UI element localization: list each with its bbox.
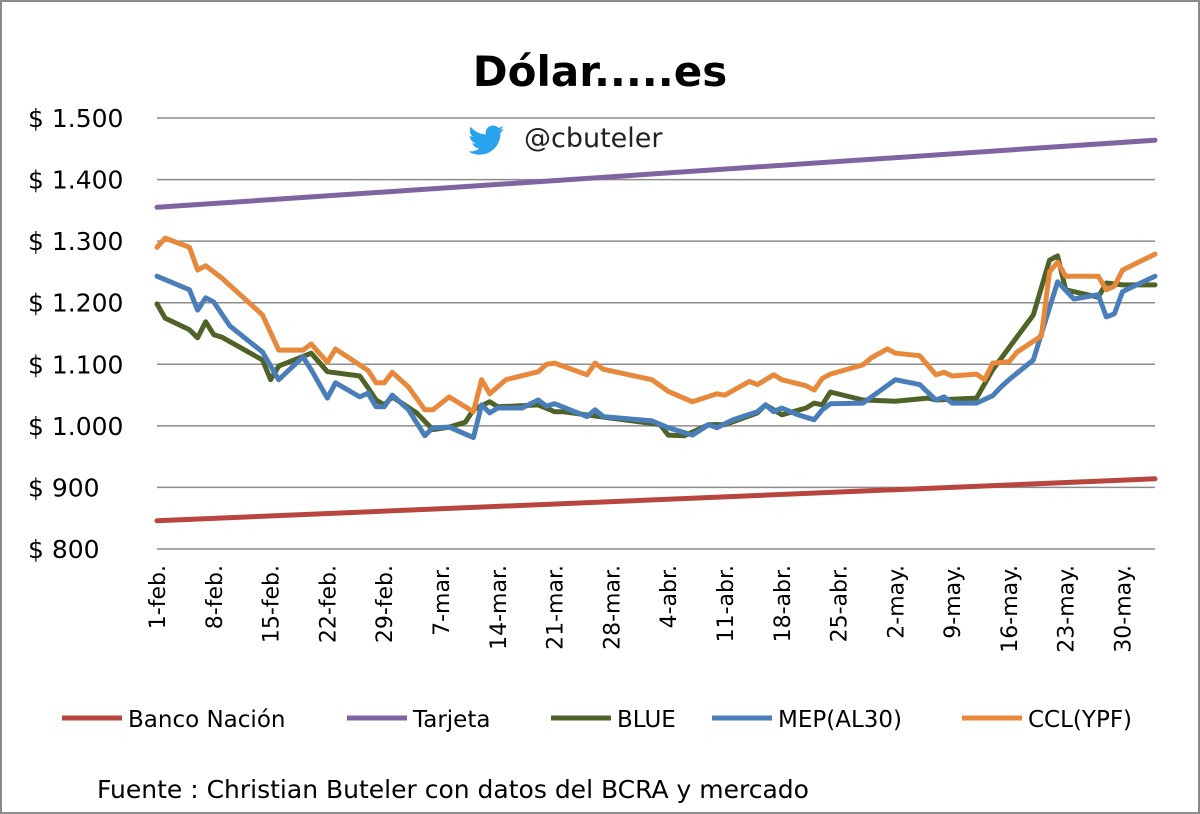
- x-tick-label: 8-feb.: [203, 565, 228, 629]
- source-note: Fuente : Christian Buteler con datos del…: [97, 775, 809, 804]
- x-tick-label: 21-mar.: [544, 565, 569, 650]
- x-tick-label: 28-mar.: [600, 565, 625, 650]
- y-tick-label: $ 1.500: [28, 104, 123, 133]
- y-axis: $ 800 $ 900 $ 1.000 $ 1.100 $ 1.200 $ 1.300 $ …: [28, 104, 123, 564]
- series-line-banco-naci-n: [154, 476, 1158, 524]
- x-tick-label: 16-may.: [998, 565, 1023, 653]
- y-tick-label: $ 800: [28, 535, 100, 564]
- x-tick-label: 18-abr.: [771, 565, 796, 642]
- chart-title: Dólar.....es: [473, 47, 727, 96]
- x-tick-label: 1-feb.: [146, 565, 171, 629]
- x-axis: 1-feb. 8-feb. 15-feb. 22-feb. 29-feb. 7-mar. 1…: [146, 565, 1137, 653]
- y-tick-label: $ 1.200: [28, 289, 123, 318]
- x-tick-label: 11-abr.: [714, 565, 739, 642]
- twitter-bird-icon: [468, 125, 504, 155]
- series-line-tarjeta: [154, 137, 1158, 210]
- y-tick-label: $ 1.100: [28, 350, 123, 379]
- x-tick-label: 29-feb.: [373, 565, 398, 643]
- x-tick-label: 25-abr.: [828, 565, 853, 642]
- x-tick-label: 4-abr.: [657, 565, 682, 628]
- x-tick-label: 2-may.: [884, 565, 909, 639]
- x-tick-label: 15-feb.: [260, 565, 285, 643]
- legend-item: CCL(YPF): [962, 707, 1132, 733]
- legend-label: MEP(AL30): [778, 707, 902, 733]
- y-tick-label: $ 1.000: [28, 412, 123, 441]
- x-tick-label: 14-mar.: [487, 565, 512, 650]
- x-tick-label: 7-mar.: [430, 565, 455, 636]
- y-tick-label: $ 900: [28, 473, 100, 502]
- legend-item: MEP(AL30): [712, 707, 902, 733]
- legend: Banco Nación Tarjeta BLUE MEP(AL30) CCL(YPF): [62, 707, 1132, 733]
- x-tick-label: 30-may.: [1112, 565, 1137, 653]
- x-tick-label: 23-may.: [1055, 565, 1080, 653]
- legend-item: Tarjeta: [347, 707, 490, 733]
- legend-label: BLUE: [617, 707, 676, 733]
- x-tick-label: 22-feb.: [316, 565, 341, 643]
- legend-label: CCL(YPF): [1028, 707, 1132, 733]
- series-line-mep-al30-: [154, 273, 1158, 441]
- y-tick-label: $ 1.300: [28, 227, 123, 256]
- legend-label: Banco Nación: [128, 707, 285, 733]
- legend-label: Tarjeta: [412, 707, 490, 733]
- series-line-blue: [154, 253, 1158, 439]
- legend-item: Banco Nación: [62, 707, 285, 733]
- x-tick-label: 9-may.: [941, 565, 966, 639]
- twitter-handle: @cbuteler: [524, 123, 663, 154]
- y-tick-label: $ 1.400: [28, 166, 123, 195]
- legend-item: BLUE: [551, 707, 676, 733]
- series-line-ccl-ypf-: [154, 235, 1158, 415]
- series-lines: [154, 137, 1158, 524]
